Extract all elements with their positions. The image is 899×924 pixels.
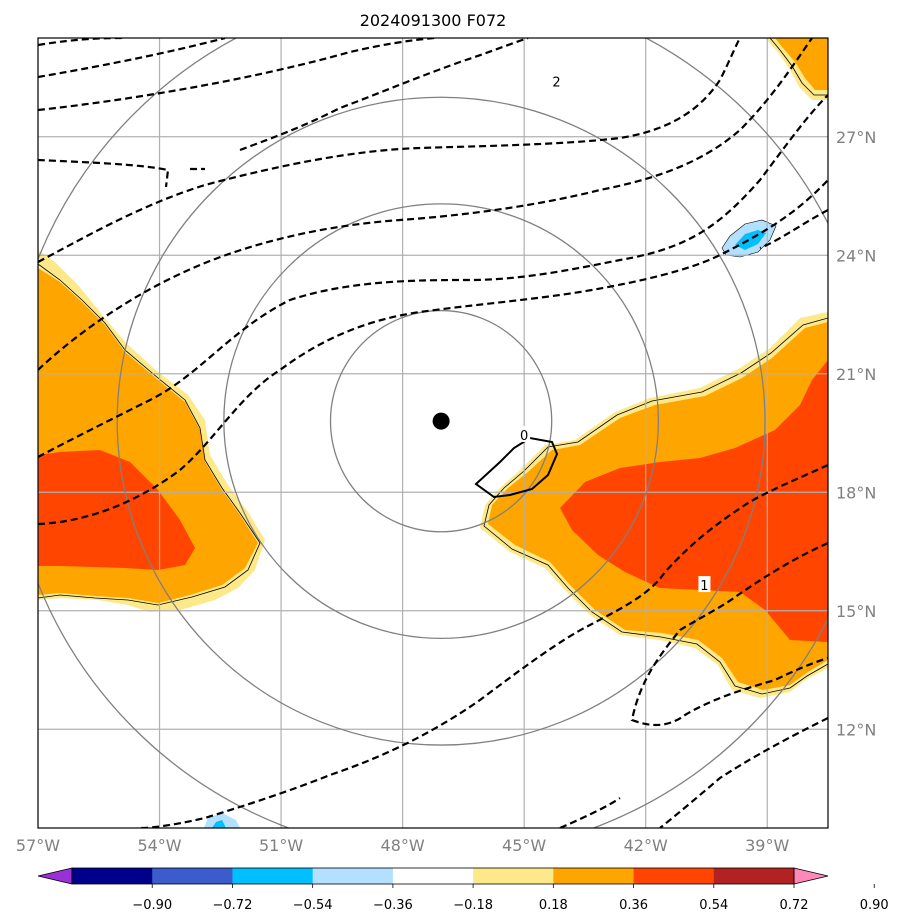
contour-line: [630, 541, 828, 727]
colorbar: −0.90 −0.72 −0.54 −0.36 −0.18 0.18 0.36 0.54 0.7…: [37, 867, 889, 913]
longitude-tick-label: 42°W: [624, 836, 668, 855]
colorbar-tick-label: 0.54: [699, 898, 728, 913]
contour-line: [38, 158, 170, 188]
latitude-tick-label: 18°N: [836, 483, 876, 502]
contour-line: [659, 717, 828, 828]
latitude-tick-label: 24°N: [836, 246, 876, 265]
plot-area: 2 1 0: [38, 38, 828, 828]
longitude-tick-label: 57°W: [16, 836, 60, 855]
contour-line: [139, 464, 828, 828]
contour-line: [38, 38, 741, 263]
colorbar-segment: [473, 868, 554, 884]
longitude-tick-label: 51°W: [259, 836, 303, 855]
negative-patch-south-core: [212, 820, 226, 828]
colorbar-segment: [633, 868, 715, 884]
west-red-fill: [38, 450, 195, 570]
contour-label: 1: [700, 579, 708, 594]
colorbar-frame: [71, 867, 795, 885]
figure-title: 2024091300 F072: [360, 11, 507, 30]
colorbar-tick-label: 0.36: [619, 898, 648, 913]
colorbar-tick-label: −0.90: [132, 898, 172, 913]
colorbar-tick-label: −0.18: [453, 898, 493, 913]
range-ring: [223, 203, 660, 640]
colorbar-segment: [312, 868, 394, 884]
west-outline: [38, 263, 261, 606]
contour-line: [38, 38, 226, 79]
longitude-tick-label: 45°W: [502, 836, 546, 855]
latitude-tick-label: 21°N: [836, 365, 876, 384]
longitude-tick-label: 54°W: [137, 836, 181, 855]
latitude-tick-labels: 12°N 15°N 18°N 21°N 24°N 27°N: [836, 128, 876, 740]
contour-label: 0: [520, 429, 528, 444]
longitude-tick-labels: 57°W 54°W 51°W 48°W 45°W 42°W 39°W: [16, 836, 790, 855]
east-red-fill: [560, 360, 828, 642]
colorbar-segment: [152, 868, 233, 884]
colorbar-tick-label: 0.90: [860, 898, 889, 913]
range-rings: [38, 38, 828, 828]
colorbar-segment: [72, 868, 153, 884]
contour-line: [38, 94, 828, 458]
zero-contour: [474, 436, 559, 499]
contour-line: [38, 38, 813, 371]
contour-label-background: [550, 72, 563, 89]
contour-label-background: [698, 576, 711, 593]
northeast-outline: [769, 38, 828, 96]
contour-line: [38, 38, 436, 112]
range-ring: [116, 96, 766, 746]
colorbar-tick-label: −0.72: [213, 898, 253, 913]
longitude-tick-label: 48°W: [381, 836, 425, 855]
colorbar-tick-label: 0.72: [780, 898, 809, 913]
colorbar-tick-label: −0.36: [373, 898, 413, 913]
colorbar-extend-high: [793, 867, 829, 885]
contour-label: 2: [552, 75, 560, 90]
colorbar-segment: [713, 868, 795, 884]
contour-line: [759, 209, 828, 250]
map-frame: [37, 37, 829, 829]
colorbar-tick-label: 0.18: [539, 898, 568, 913]
latitude-tick-label: 15°N: [836, 602, 876, 621]
storm-center-marker: [432, 412, 450, 430]
colorbar-segment: [392, 868, 474, 884]
contour-line: [239, 38, 529, 152]
east-outline: [483, 317, 828, 695]
contour-label-background: [518, 425, 531, 442]
range-ring: [329, 309, 553, 533]
gridlines: [38, 38, 828, 828]
colorbar-extend-low: [37, 867, 73, 885]
latitude-tick-label: 27°N: [836, 128, 876, 147]
longitude-tick-label: 39°W: [745, 836, 789, 855]
northeast-orange-fill: [775, 38, 828, 90]
colorbar-segment: [232, 868, 314, 884]
colorbar-tick-label: −0.54: [293, 898, 333, 913]
latitude-tick-label: 12°N: [836, 720, 876, 739]
contour-line: [38, 179, 828, 526]
colorbar-segment: [553, 868, 635, 884]
contour-labels: 2 1 0: [518, 72, 711, 594]
